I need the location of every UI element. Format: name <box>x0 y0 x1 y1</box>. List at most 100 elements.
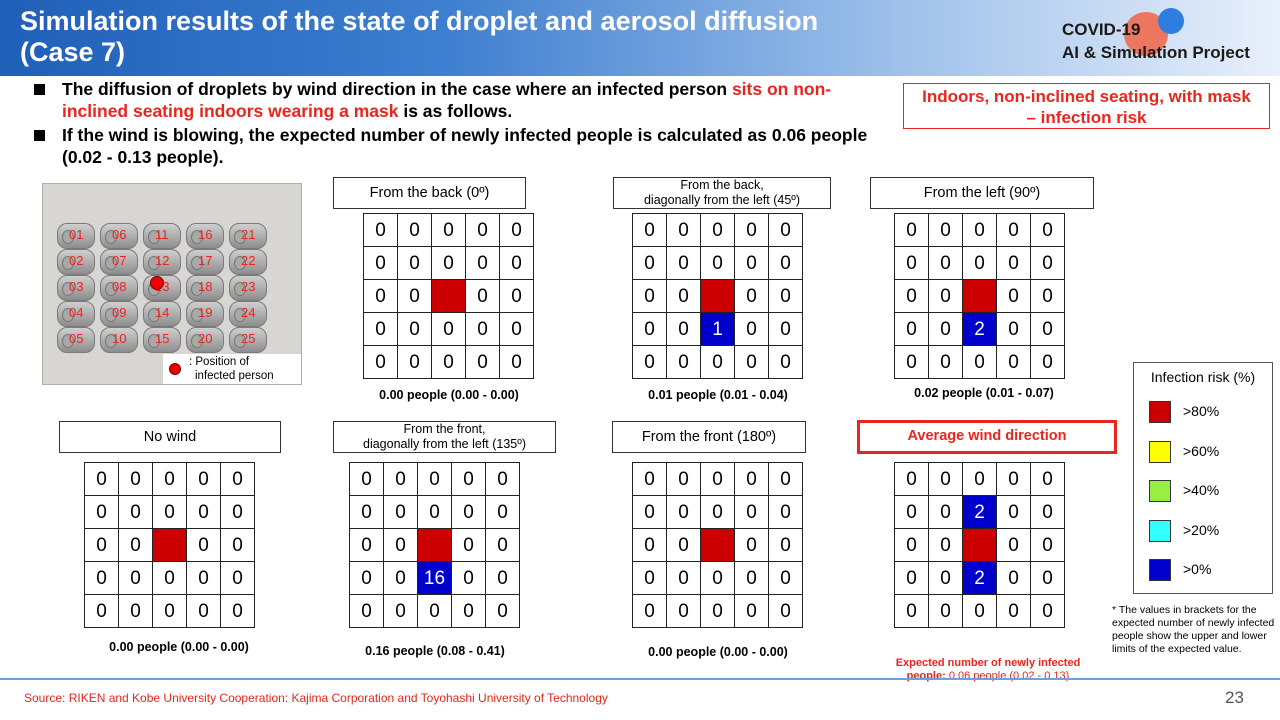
bullet-square-icon <box>34 130 45 141</box>
grid-cell: 0 <box>465 213 500 247</box>
person-figure-icon <box>100 301 138 327</box>
logo-blue-circle <box>1158 8 1184 34</box>
grid-cell: 0 <box>666 561 701 595</box>
seat-number: 05 <box>69 331 84 346</box>
grid-cell: 2 <box>962 561 997 595</box>
infected-source-cell <box>962 528 997 562</box>
grid-cell: 0 <box>734 213 769 247</box>
grid-cell: 0 <box>700 213 735 247</box>
grid-cell: 0 <box>485 462 520 496</box>
infected-source-cell <box>962 279 997 313</box>
grid-cell: 0 <box>84 462 119 496</box>
grid-cell: 0 <box>349 528 384 562</box>
legend-item: >20% <box>1149 518 1269 542</box>
expected-label-line-2: people: 0.06 people (0.02 - 0.13) <box>878 670 1098 683</box>
seat-number: 18 <box>198 279 213 294</box>
grid-cell: 0 <box>397 246 432 280</box>
legend-label: >40% <box>1183 482 1220 498</box>
panel-title-line-2: diagonally from the left (135º) <box>363 437 526 451</box>
seat-number: 23 <box>241 279 256 294</box>
grid-cell: 0 <box>186 462 221 496</box>
grid-cell: 0 <box>632 312 667 346</box>
seat-number: 04 <box>69 305 84 320</box>
panel-title-line-1: From the left (90º) <box>923 185 1041 201</box>
grid-cell: 0 <box>186 594 221 628</box>
expected-people-left: 0.02 people (0.01 - 0.07) <box>914 386 1054 400</box>
seat-number: 09 <box>112 305 127 320</box>
seat-number: 22 <box>241 253 256 268</box>
bullet-2-text: If the wind is blowing, the expected num… <box>62 125 868 167</box>
grid-cell: 0 <box>431 246 466 280</box>
logo-text-line-2: AI & Simulation Project <box>1062 43 1250 62</box>
grid-cell: 0 <box>768 246 803 280</box>
legend-swatch <box>1149 519 1171 542</box>
grid-cell: 0 <box>465 246 500 280</box>
grid-cell: 0 <box>700 345 735 379</box>
seat: 24 <box>227 298 269 330</box>
grid-cell: 0 <box>894 312 929 346</box>
infected-source-cell <box>431 279 466 313</box>
person-figure-icon <box>186 249 224 275</box>
person-figure-icon <box>229 275 267 301</box>
grid-cell: 0 <box>451 528 486 562</box>
person-figure-icon <box>100 223 138 249</box>
grid-cell: 0 <box>666 462 701 496</box>
seat-number: 02 <box>69 253 84 268</box>
grid-cell: 0 <box>734 312 769 346</box>
legend-label: >60% <box>1183 442 1220 459</box>
seat-number: 14 <box>155 305 170 320</box>
grid-cell: 0 <box>397 279 432 313</box>
grid-cell: 0 <box>734 279 769 313</box>
seat-map-legend-text: : Position of infected person <box>189 355 274 383</box>
seat: 19 <box>184 298 226 330</box>
panel-title-line-1: Average wind direction <box>907 428 1067 444</box>
seat: 25 <box>227 324 269 356</box>
grid-cell: 0 <box>666 495 701 529</box>
legend-label: >20% <box>1183 521 1220 538</box>
grid-cell: 0 <box>1030 594 1065 628</box>
grid-cell: 0 <box>632 213 667 247</box>
grid-cell: 0 <box>734 246 769 280</box>
grid-cell: 0 <box>666 246 701 280</box>
grid-cell: 0 <box>632 528 667 562</box>
grid-cell: 0 <box>996 561 1031 595</box>
grid-cell: 0 <box>417 594 452 628</box>
grid-cell: 0 <box>152 495 187 529</box>
grid-cell: 0 <box>465 345 500 379</box>
seat: 11 <box>141 220 183 252</box>
legend-label: >0% <box>1183 561 1212 577</box>
grid-cell: 0 <box>84 561 119 595</box>
legend-item: >80% <box>1149 399 1269 423</box>
grid-cell: 0 <box>962 594 997 628</box>
infected-person-marker <box>150 276 164 290</box>
bullet-1-text: The diffusion of droplets by wind direct… <box>62 79 732 99</box>
panel-title-back: From the back (0º) <box>333 177 526 209</box>
seat: 21 <box>227 220 269 252</box>
legend-swatch <box>1149 559 1171 581</box>
person-figure-icon <box>57 327 95 353</box>
grid-cell: 0 <box>768 528 803 562</box>
grid-cell: 0 <box>451 594 486 628</box>
grid-cell: 0 <box>928 246 963 280</box>
grid-cell: 0 <box>996 594 1031 628</box>
infection-risk-legend: Infection risk (%) >80% >60% >40% >20% >0% <box>1133 362 1273 594</box>
logo-text-line-1: COVID-19 <box>1062 20 1141 39</box>
seat-map-image: 0106111621020712172203081318230409141924… <box>42 183 302 385</box>
person-figure-icon <box>100 275 138 301</box>
person-figure-icon <box>143 249 181 275</box>
grid-cell: 0 <box>485 561 520 595</box>
grid-cell: 0 <box>666 279 701 313</box>
grid-cell: 0 <box>768 594 803 628</box>
grid-cell: 0 <box>152 561 187 595</box>
grid-cell: 0 <box>220 561 255 595</box>
grid-cell: 0 <box>996 213 1031 247</box>
grid-cell: 0 <box>734 495 769 529</box>
